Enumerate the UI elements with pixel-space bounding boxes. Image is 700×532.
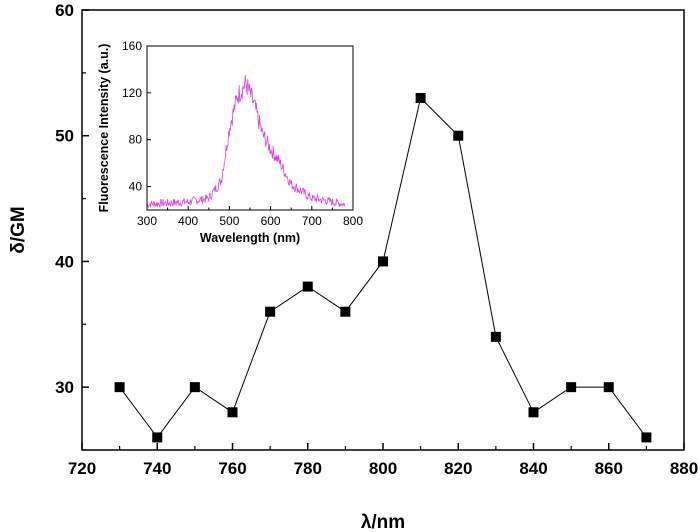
main-ticks: 720 740 760 780 800 820 840 860 880 30 40 50 60	[55, 1, 698, 478]
main-data-point	[152, 432, 163, 443]
main-x-tick-label: 860	[595, 459, 623, 478]
inset-x-tick-label: 700	[302, 214, 322, 228]
inset-y-tick-label: 120	[122, 86, 142, 100]
inset-x-tick-label: 400	[178, 214, 198, 228]
main-y-tick-label: 30	[55, 378, 74, 397]
main-y-axis-title: δ/GM	[8, 206, 29, 253]
main-data-point	[302, 281, 313, 292]
main-x-tick-label: 840	[519, 459, 547, 478]
main-data-point	[415, 93, 426, 103]
main-data-point	[528, 407, 539, 418]
main-series-points	[114, 93, 652, 443]
main-x-tick-label: 880	[670, 459, 698, 478]
main-x-tick-label: 780	[294, 459, 322, 478]
inset-y-tick-label: 160	[122, 39, 142, 53]
inset-y-tick-label: 80	[129, 133, 143, 147]
main-data-point	[566, 382, 577, 393]
inset-x-tick-label: 500	[219, 214, 239, 228]
main-x-axis-title: λ/nm	[361, 512, 405, 532]
inset-series-line	[146, 75, 346, 209]
main-data-point	[490, 331, 501, 342]
main-data-point	[603, 382, 614, 393]
main-x-tick-label: 740	[143, 459, 171, 478]
main-y-tick-label: 50	[55, 127, 74, 146]
main-y-tick-label: 40	[55, 252, 74, 271]
main-x-tick-label: 760	[218, 459, 246, 478]
inset-x-tick-label: 600	[261, 214, 281, 228]
main-data-point	[641, 432, 652, 443]
main-data-point	[453, 130, 464, 141]
main-data-point	[378, 256, 388, 267]
main-x-tick-label: 720	[68, 459, 96, 478]
inset-x-axis-title: Wavelength (nm)	[200, 231, 300, 245]
main-x-tick-label: 800	[369, 459, 397, 478]
inset-x-tick-label: 300	[137, 214, 157, 228]
main-data-point	[227, 407, 238, 418]
inset-x-tick-label: 800	[343, 214, 363, 228]
main-data-point	[340, 306, 351, 317]
main-x-tick-label: 820	[444, 459, 472, 478]
main-plot-frame	[81, 9, 685, 451]
main-data-point	[265, 306, 276, 317]
main-data-point	[114, 382, 125, 393]
main-y-tick-label: 60	[55, 1, 74, 20]
inset-ticks: 300 400 500 600 700 800 40 80 120 160	[122, 39, 363, 228]
inset-y-tick-label: 40	[129, 180, 143, 194]
inset-plot-frame	[146, 45, 354, 211]
main-data-point	[189, 382, 200, 393]
inset-series-path	[146, 75, 346, 209]
inset-y-axis-title: Fluorescence Intensity (a.u.)	[97, 44, 111, 213]
